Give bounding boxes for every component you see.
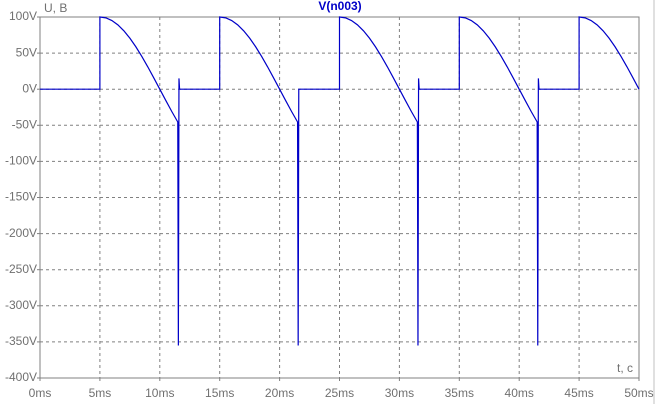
y-tick-label: -200V	[5, 226, 37, 240]
x-tick-label: 45ms	[564, 386, 593, 400]
x-tick-label: 20ms	[265, 386, 294, 400]
x-tick-label: 0ms	[29, 386, 52, 400]
x-tick-label: 40ms	[505, 386, 534, 400]
x-tick-label: 5ms	[89, 386, 112, 400]
y-tick-label: -300V	[5, 298, 37, 312]
x-tick-label: 50ms	[624, 386, 653, 400]
y-tick-label: -50V	[12, 117, 37, 131]
x-tick-label: 15ms	[205, 386, 234, 400]
y-tick-label: -250V	[5, 262, 37, 276]
y-tick-label: -400V	[5, 370, 37, 384]
x-axis-label: t, c	[617, 361, 633, 375]
y-tick-label: -100V	[5, 154, 37, 168]
x-tick-label: 35ms	[445, 386, 474, 400]
y-axis-label: U, B	[44, 1, 67, 15]
y-tick-label: 50V	[16, 45, 37, 59]
x-tick-label: 30ms	[385, 386, 414, 400]
y-tick-label: 100V	[9, 9, 37, 23]
series-line	[40, 16, 640, 346]
legend-entry: V(n003)	[318, 0, 361, 13]
y-tick-label: -150V	[5, 190, 37, 204]
x-tick-label: 25ms	[325, 386, 354, 400]
x-tick-label: 10ms	[145, 386, 174, 400]
y-tick-label: -350V	[5, 334, 37, 348]
y-tick-label: 0V	[22, 81, 37, 95]
